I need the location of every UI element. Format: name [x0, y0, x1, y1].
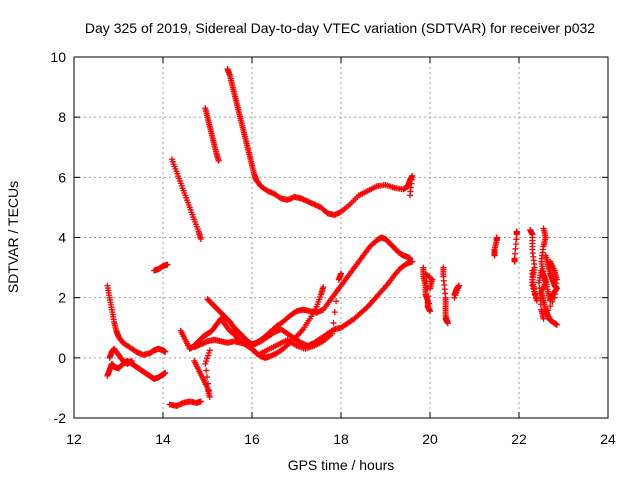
data-point — [451, 294, 458, 301]
data-point — [203, 358, 210, 365]
data-point — [206, 393, 213, 400]
data-point — [547, 303, 554, 310]
data-point — [276, 194, 283, 201]
data-point — [426, 300, 433, 307]
x-axis-label: GPS time / hours — [288, 457, 395, 473]
data-point — [532, 291, 539, 298]
data-point — [204, 355, 211, 362]
data-point — [206, 347, 213, 354]
series-track-g — [224, 66, 416, 218]
data-point — [338, 270, 344, 277]
data-point — [513, 228, 520, 235]
data-point — [320, 284, 327, 291]
data-point — [197, 236, 204, 243]
y-tick-label: 0 — [58, 350, 66, 366]
series-track-e — [168, 156, 204, 243]
data-point — [329, 327, 336, 334]
data-point — [536, 290, 543, 297]
data-point — [204, 380, 211, 387]
y-tick-label: 6 — [58, 169, 66, 185]
series-track-s — [527, 226, 540, 304]
x-tick-label: 22 — [511, 431, 527, 447]
data-point — [329, 330, 336, 337]
data-point — [547, 258, 554, 265]
data-point — [544, 307, 551, 314]
y-tick-label: 2 — [58, 290, 66, 306]
x-tick-label: 20 — [422, 431, 438, 447]
data-point — [536, 279, 543, 286]
data-point — [533, 297, 540, 304]
data-point — [204, 374, 211, 381]
series-track-m — [257, 270, 344, 357]
data-point — [333, 298, 340, 305]
data-point — [531, 288, 538, 295]
series-track-a — [104, 282, 169, 358]
data-point — [423, 278, 430, 285]
y-tick-label: 4 — [58, 230, 66, 246]
data-point — [537, 295, 544, 302]
data-point — [205, 387, 212, 394]
data-point — [203, 367, 210, 374]
series-track-k — [191, 258, 416, 351]
data-point — [406, 192, 413, 199]
grid-layer — [74, 57, 608, 418]
data-point — [197, 398, 204, 405]
data-point — [542, 311, 549, 318]
data-point — [202, 360, 209, 367]
data-point — [427, 308, 433, 315]
series-track-c — [106, 345, 135, 367]
x-tick-label: 14 — [155, 431, 171, 447]
y-axis-label: SDTVAR / TECUs — [5, 181, 21, 293]
data-point — [540, 315, 547, 322]
series-track-n — [420, 264, 436, 315]
data-point — [553, 321, 560, 328]
data-point — [292, 309, 299, 316]
series-track-o — [440, 264, 451, 327]
data-point — [549, 298, 556, 305]
data-points — [104, 66, 560, 409]
data-point — [164, 261, 171, 268]
series-track-q — [491, 234, 500, 259]
data-point — [529, 267, 536, 274]
data-point — [334, 287, 341, 294]
chart-title: Day 325 of 2019, Sidereal Day-to-day VTE… — [85, 20, 595, 36]
data-point — [427, 285, 433, 292]
y-tick-label: -2 — [54, 410, 67, 426]
data-point — [215, 157, 222, 164]
x-tick-label: 24 — [600, 431, 616, 447]
data-point — [162, 369, 169, 376]
x-tick-label: 18 — [333, 431, 349, 447]
data-point — [425, 293, 432, 300]
series-track-f — [202, 105, 222, 164]
series-track-h — [166, 398, 204, 409]
data-point — [128, 357, 135, 364]
data-point — [442, 315, 449, 322]
data-point — [530, 285, 537, 292]
data-point — [204, 352, 211, 359]
data-point — [532, 294, 539, 301]
data-point — [493, 234, 500, 241]
data-point — [363, 304, 370, 311]
data-point — [537, 301, 544, 308]
series-track-r — [511, 228, 520, 265]
data-point — [331, 309, 338, 316]
y-tick-label: 8 — [58, 109, 66, 125]
data-point — [330, 319, 337, 326]
x-tick-label: 12 — [66, 431, 82, 447]
data-point — [536, 285, 543, 292]
series-track-l — [191, 347, 213, 400]
series-track-u — [536, 252, 560, 322]
data-point — [162, 348, 169, 355]
y-tick-label: 10 — [50, 49, 66, 65]
x-tick-label: 16 — [244, 431, 260, 447]
data-point — [205, 350, 212, 357]
series-track-d — [151, 261, 171, 274]
series-track-p — [451, 282, 462, 301]
data-point — [409, 258, 416, 265]
